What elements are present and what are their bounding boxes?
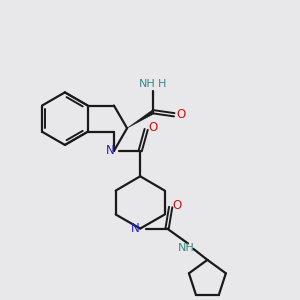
Text: O: O: [172, 199, 182, 212]
Text: NH: NH: [138, 79, 155, 89]
Text: O: O: [148, 122, 158, 134]
Text: O: O: [176, 108, 185, 121]
Text: N: N: [106, 144, 114, 157]
Text: H: H: [158, 79, 166, 89]
Text: NH: NH: [178, 243, 195, 253]
Polygon shape: [127, 110, 154, 128]
Text: N: N: [130, 222, 139, 235]
